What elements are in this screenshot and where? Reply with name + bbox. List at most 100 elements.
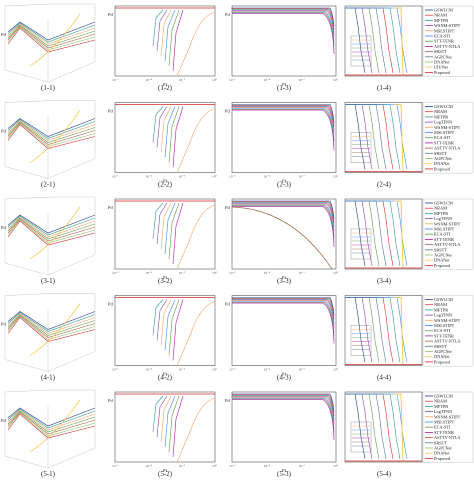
curve	[156, 395, 168, 438]
legend-label: AGPCNet	[434, 253, 452, 258]
curve	[7, 214, 96, 234]
curve	[232, 205, 335, 244]
curve	[232, 108, 335, 143]
legend-label: STT-TENR	[434, 430, 454, 435]
axes	[231, 295, 337, 366]
x-tick-label: 10⁻²	[179, 271, 185, 275]
panel-label: (1-4)	[377, 84, 392, 92]
legend: GSWLCMNRAMMFTPRLogTFNNWSNM-STIPTMSLSTIPT…	[422, 295, 474, 367]
curve	[7, 411, 96, 435]
axis-frame	[4, 293, 96, 372]
curve	[232, 394, 335, 417]
panel-label: (4-4)	[377, 374, 392, 382]
legend-label: ASTTV-NTLA	[434, 146, 461, 151]
curve	[7, 220, 96, 246]
legend-label: DNANet	[434, 60, 450, 65]
curve	[160, 9, 172, 57]
legend-label: ECA-STI	[434, 135, 451, 140]
curve	[156, 202, 168, 245]
legend-label: NRAM	[434, 399, 447, 404]
legend-label: MSLSTIPT	[434, 323, 455, 328]
panel-label: (4-2)	[158, 374, 173, 382]
curve	[7, 118, 96, 137]
legend-label: AGPCNet	[434, 54, 452, 59]
curve	[7, 215, 96, 236]
curve	[345, 200, 401, 267]
legend-label: MFTPR	[434, 18, 448, 23]
panel-label: (2-3)	[277, 181, 292, 189]
curve	[345, 104, 408, 170]
x-tick-label: 10⁻²	[298, 368, 304, 372]
curve	[232, 298, 335, 324]
curve	[232, 302, 335, 340]
curve	[232, 393, 335, 413]
curve	[232, 10, 335, 43]
x-tick-label: 10⁻⁴	[145, 78, 152, 82]
legend-label: ECA-STI	[434, 232, 451, 237]
legend-label: Proposed	[434, 166, 451, 171]
legend-label: NRAM	[434, 13, 447, 18]
legend-label: NRAM	[434, 302, 447, 307]
x-tick-label: 10⁻⁴	[264, 78, 271, 82]
panel-label: (4-3)	[277, 374, 292, 382]
curve	[232, 301, 335, 336]
legend: GSWLCMNRAMMFTPRLogTFNNWSNM-STIPTMSLSTIPT…	[422, 102, 474, 174]
axes	[231, 102, 337, 173]
legend-label: MSLSTIPT	[434, 227, 455, 232]
x-tick-label: 10⁻⁴	[145, 271, 152, 275]
curve	[156, 299, 168, 341]
legend-label: Proposed	[434, 456, 451, 461]
curve	[232, 399, 335, 441]
x-axis-label: Pf	[282, 82, 287, 87]
legend-label: MSLSTIPT	[434, 130, 455, 135]
curve	[152, 202, 164, 240]
panel-label: (2-4)	[377, 181, 392, 189]
x-tick-label: 10⁻⁴	[264, 175, 271, 179]
legend-label: ASTTV-NTLA	[434, 44, 461, 49]
axes	[114, 198, 216, 270]
x-tick-label: 10⁻⁴	[264, 464, 271, 468]
curve	[345, 200, 366, 267]
axes	[231, 5, 337, 77]
y-axis-label: Pd	[108, 398, 114, 403]
y-axis-label: Pd	[1, 32, 7, 37]
axes	[344, 198, 423, 270]
legend-label: AGPCNet	[434, 156, 452, 161]
curve	[345, 7, 373, 74]
legend-label: AGPCNet	[434, 446, 452, 451]
curve	[7, 312, 96, 332]
x-tick-label: 10⁻⁶	[229, 175, 236, 179]
panel-label: (3-4)	[377, 277, 392, 285]
curve	[168, 202, 180, 260]
curve	[345, 7, 366, 74]
legend: GSWLCMNRAMMFTPRWSNM-STIPTMSLSTIPTECA-STI…	[422, 5, 474, 77]
curve	[160, 395, 172, 443]
legend-label: DNANet	[434, 354, 450, 359]
legend-label: MSLSTIPT	[434, 420, 455, 425]
curve	[176, 108, 216, 173]
curve	[7, 216, 96, 238]
curve	[395, 104, 404, 173]
legend-label: SRSTT	[434, 440, 447, 445]
legend-label: GSWLCM	[434, 104, 453, 109]
curve	[7, 217, 96, 240]
legend-label: ASTTV-NTLA	[434, 435, 461, 440]
curve	[29, 399, 81, 453]
curve	[152, 106, 164, 143]
curve	[345, 393, 394, 460]
legend-label: UIUNet	[434, 65, 449, 70]
y-axis-label: Pd	[108, 302, 114, 307]
curve	[172, 106, 184, 168]
legend: GSWLCMNRAMMFTPRLogTFNNWSNM-STIPTMSLSTIPT…	[422, 198, 474, 270]
curve	[7, 409, 96, 431]
x-tick-label: 10⁻⁶	[229, 368, 236, 372]
curve	[176, 301, 216, 366]
curve	[7, 218, 96, 242]
legend-label: GSWLCM	[434, 394, 453, 399]
x-tick-label: 10⁰	[333, 464, 339, 468]
x-tick-label: 10⁰	[333, 271, 339, 275]
curve	[345, 200, 373, 267]
curve	[7, 22, 96, 43]
legend-label: LogTFNN	[434, 409, 452, 414]
y-axis-label: Pd	[225, 205, 231, 210]
